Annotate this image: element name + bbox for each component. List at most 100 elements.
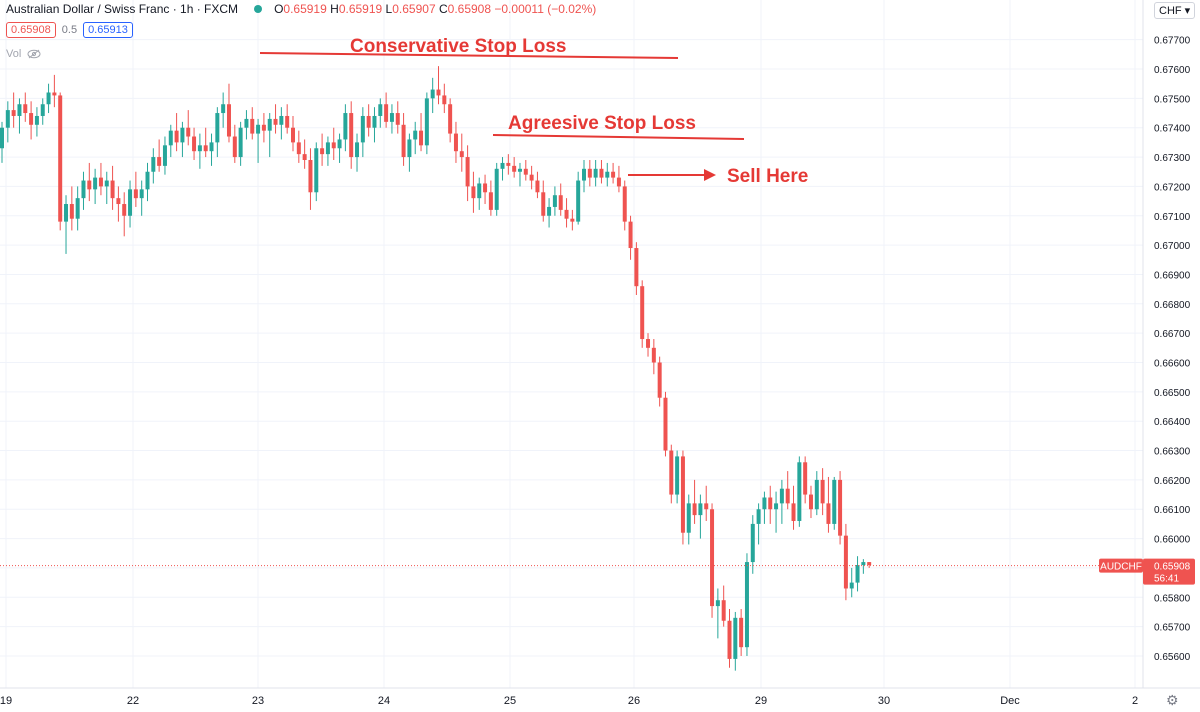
- candle: [861, 559, 866, 574]
- candle: [58, 92, 63, 231]
- candle-body: [343, 113, 348, 140]
- candle: [52, 74, 57, 108]
- candle-body: [23, 104, 28, 114]
- candle: [739, 609, 744, 656]
- candle: [710, 503, 715, 618]
- candle: [69, 186, 74, 231]
- candle-body: [11, 110, 16, 116]
- candle: [657, 356, 662, 407]
- candle: [867, 562, 872, 568]
- candle: [87, 162, 92, 202]
- candle: [244, 110, 249, 140]
- candle: [436, 66, 441, 105]
- candle: [541, 180, 546, 222]
- candle-body: [611, 171, 616, 178]
- candle: [46, 83, 51, 114]
- candle: [232, 124, 237, 163]
- currency-dropdown[interactable]: CHF ▾: [1154, 2, 1196, 19]
- candle: [337, 133, 342, 163]
- candle-body: [721, 600, 726, 621]
- candle-body: [750, 523, 755, 563]
- y-tick-label: 0.65800: [1154, 593, 1191, 604]
- candle-body: [744, 562, 749, 648]
- candle: [203, 127, 208, 158]
- candle: [611, 162, 616, 184]
- y-tick-label: 0.67700: [1154, 36, 1191, 47]
- candle: [197, 133, 202, 169]
- candle-body: [238, 127, 243, 158]
- low-label: L: [385, 2, 393, 16]
- y-tick-label: 0.66500: [1154, 388, 1191, 399]
- candle-body: [349, 113, 354, 158]
- candle-body: [494, 168, 499, 210]
- y-tick-label: 0.67400: [1154, 124, 1191, 135]
- candle-body: [407, 139, 412, 158]
- last-price-tag: [1143, 558, 1195, 585]
- spread-value: 0.5: [61, 24, 78, 36]
- candle-body: [640, 286, 645, 340]
- candle: [11, 92, 16, 128]
- candle: [110, 165, 115, 210]
- candle-body: [366, 115, 371, 128]
- candle: [517, 162, 522, 187]
- x-tick-label: 26: [628, 695, 640, 707]
- candle-body: [838, 479, 843, 536]
- buy-price-button[interactable]: 0.65913: [83, 22, 133, 38]
- gear-icon[interactable]: ⚙: [1166, 692, 1179, 708]
- candle-body: [448, 104, 453, 134]
- candle: [430, 77, 435, 114]
- candle-body: [162, 145, 167, 166]
- high-label: H: [330, 2, 339, 16]
- sell-arrow-head: [704, 169, 716, 181]
- symbol-tag: [1099, 558, 1143, 573]
- candle: [279, 107, 284, 140]
- candle: [448, 98, 453, 143]
- candle: [378, 98, 383, 128]
- candle: [791, 485, 796, 530]
- candle: [0, 121, 4, 163]
- candle: [128, 180, 133, 228]
- eye-hidden-icon[interactable]: [27, 49, 41, 59]
- candle-body: [471, 186, 476, 199]
- candle-body: [151, 157, 156, 172]
- candle-body: [686, 503, 691, 533]
- candle-body: [808, 494, 813, 510]
- candle: [599, 160, 604, 184]
- candle: [593, 160, 598, 187]
- x-tick-label: 2: [1132, 695, 1138, 707]
- candle-body: [680, 456, 685, 533]
- candle-body: [197, 145, 202, 152]
- candle: [98, 162, 103, 196]
- candle-body: [698, 503, 703, 516]
- y-tick-label: 0.67300: [1154, 153, 1191, 164]
- candle-body: [785, 488, 790, 504]
- candle-body: [558, 195, 563, 210]
- candle-body: [477, 183, 482, 199]
- candle: [832, 476, 837, 530]
- candle: [506, 154, 511, 175]
- candle: [774, 491, 779, 533]
- candle-body: [692, 503, 697, 516]
- candle-body: [832, 479, 837, 524]
- candle-body: [634, 248, 639, 287]
- candle: [483, 174, 488, 205]
- symbol-header: Australian Dollar / Swiss Franc · 1h · F…: [6, 2, 596, 16]
- candle: [343, 104, 348, 152]
- candle: [628, 215, 633, 260]
- y-tick-label: 0.67100: [1154, 212, 1191, 223]
- candle: [256, 118, 261, 163]
- candle-body: [98, 177, 103, 187]
- volume-indicator[interactable]: Vol: [6, 48, 41, 60]
- candle: [384, 92, 389, 128]
- candle-body: [622, 186, 627, 222]
- symbol-title[interactable]: Australian Dollar / Swiss Franc · 1h · F…: [6, 2, 239, 16]
- x-tick-label: 24: [378, 695, 390, 707]
- symbol-tag-label: AUDCHF: [1100, 562, 1142, 573]
- candle-body: [291, 127, 295, 143]
- price-axis-bg: [1143, 0, 1200, 712]
- candle: [291, 115, 295, 152]
- candle-body: [529, 174, 534, 181]
- sell-price-button[interactable]: 0.65908: [6, 22, 56, 38]
- candles: [0, 66, 872, 671]
